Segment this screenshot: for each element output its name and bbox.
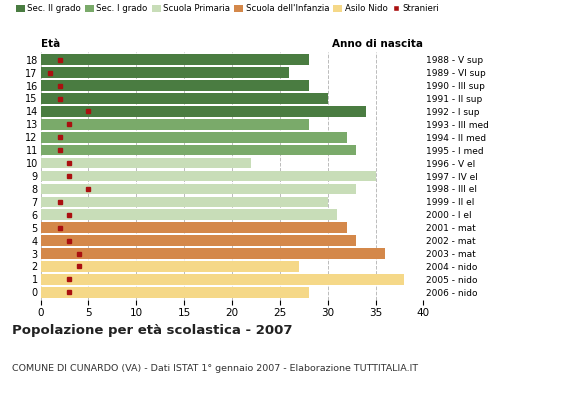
Bar bbox=[41, 248, 385, 259]
Bar bbox=[41, 222, 347, 233]
Bar bbox=[41, 132, 347, 142]
Bar bbox=[41, 261, 299, 272]
Bar bbox=[41, 158, 251, 168]
Bar bbox=[41, 235, 356, 246]
Bar bbox=[41, 54, 309, 65]
Bar bbox=[41, 196, 328, 207]
Text: Popolazione per età scolastica - 2007: Popolazione per età scolastica - 2007 bbox=[12, 324, 292, 337]
Bar bbox=[41, 274, 404, 285]
Bar bbox=[41, 80, 309, 91]
Bar bbox=[41, 287, 309, 298]
Text: COMUNE DI CUNARDO (VA) - Dati ISTAT 1° gennaio 2007 - Elaborazione TUTTITALIA.IT: COMUNE DI CUNARDO (VA) - Dati ISTAT 1° g… bbox=[12, 364, 418, 373]
Bar bbox=[41, 67, 289, 78]
Text: Età: Età bbox=[41, 39, 60, 49]
Bar bbox=[41, 184, 356, 194]
Bar bbox=[41, 93, 328, 104]
Text: Anno di nascita: Anno di nascita bbox=[332, 39, 423, 49]
Bar bbox=[41, 145, 356, 156]
Bar bbox=[41, 106, 366, 117]
Bar bbox=[41, 210, 337, 220]
Legend: Sec. II grado, Sec. I grado, Scuola Primaria, Scuola dell'Infanzia, Asilo Nido, : Sec. II grado, Sec. I grado, Scuola Prim… bbox=[16, 4, 440, 13]
Bar bbox=[41, 171, 376, 181]
Bar bbox=[41, 119, 309, 130]
